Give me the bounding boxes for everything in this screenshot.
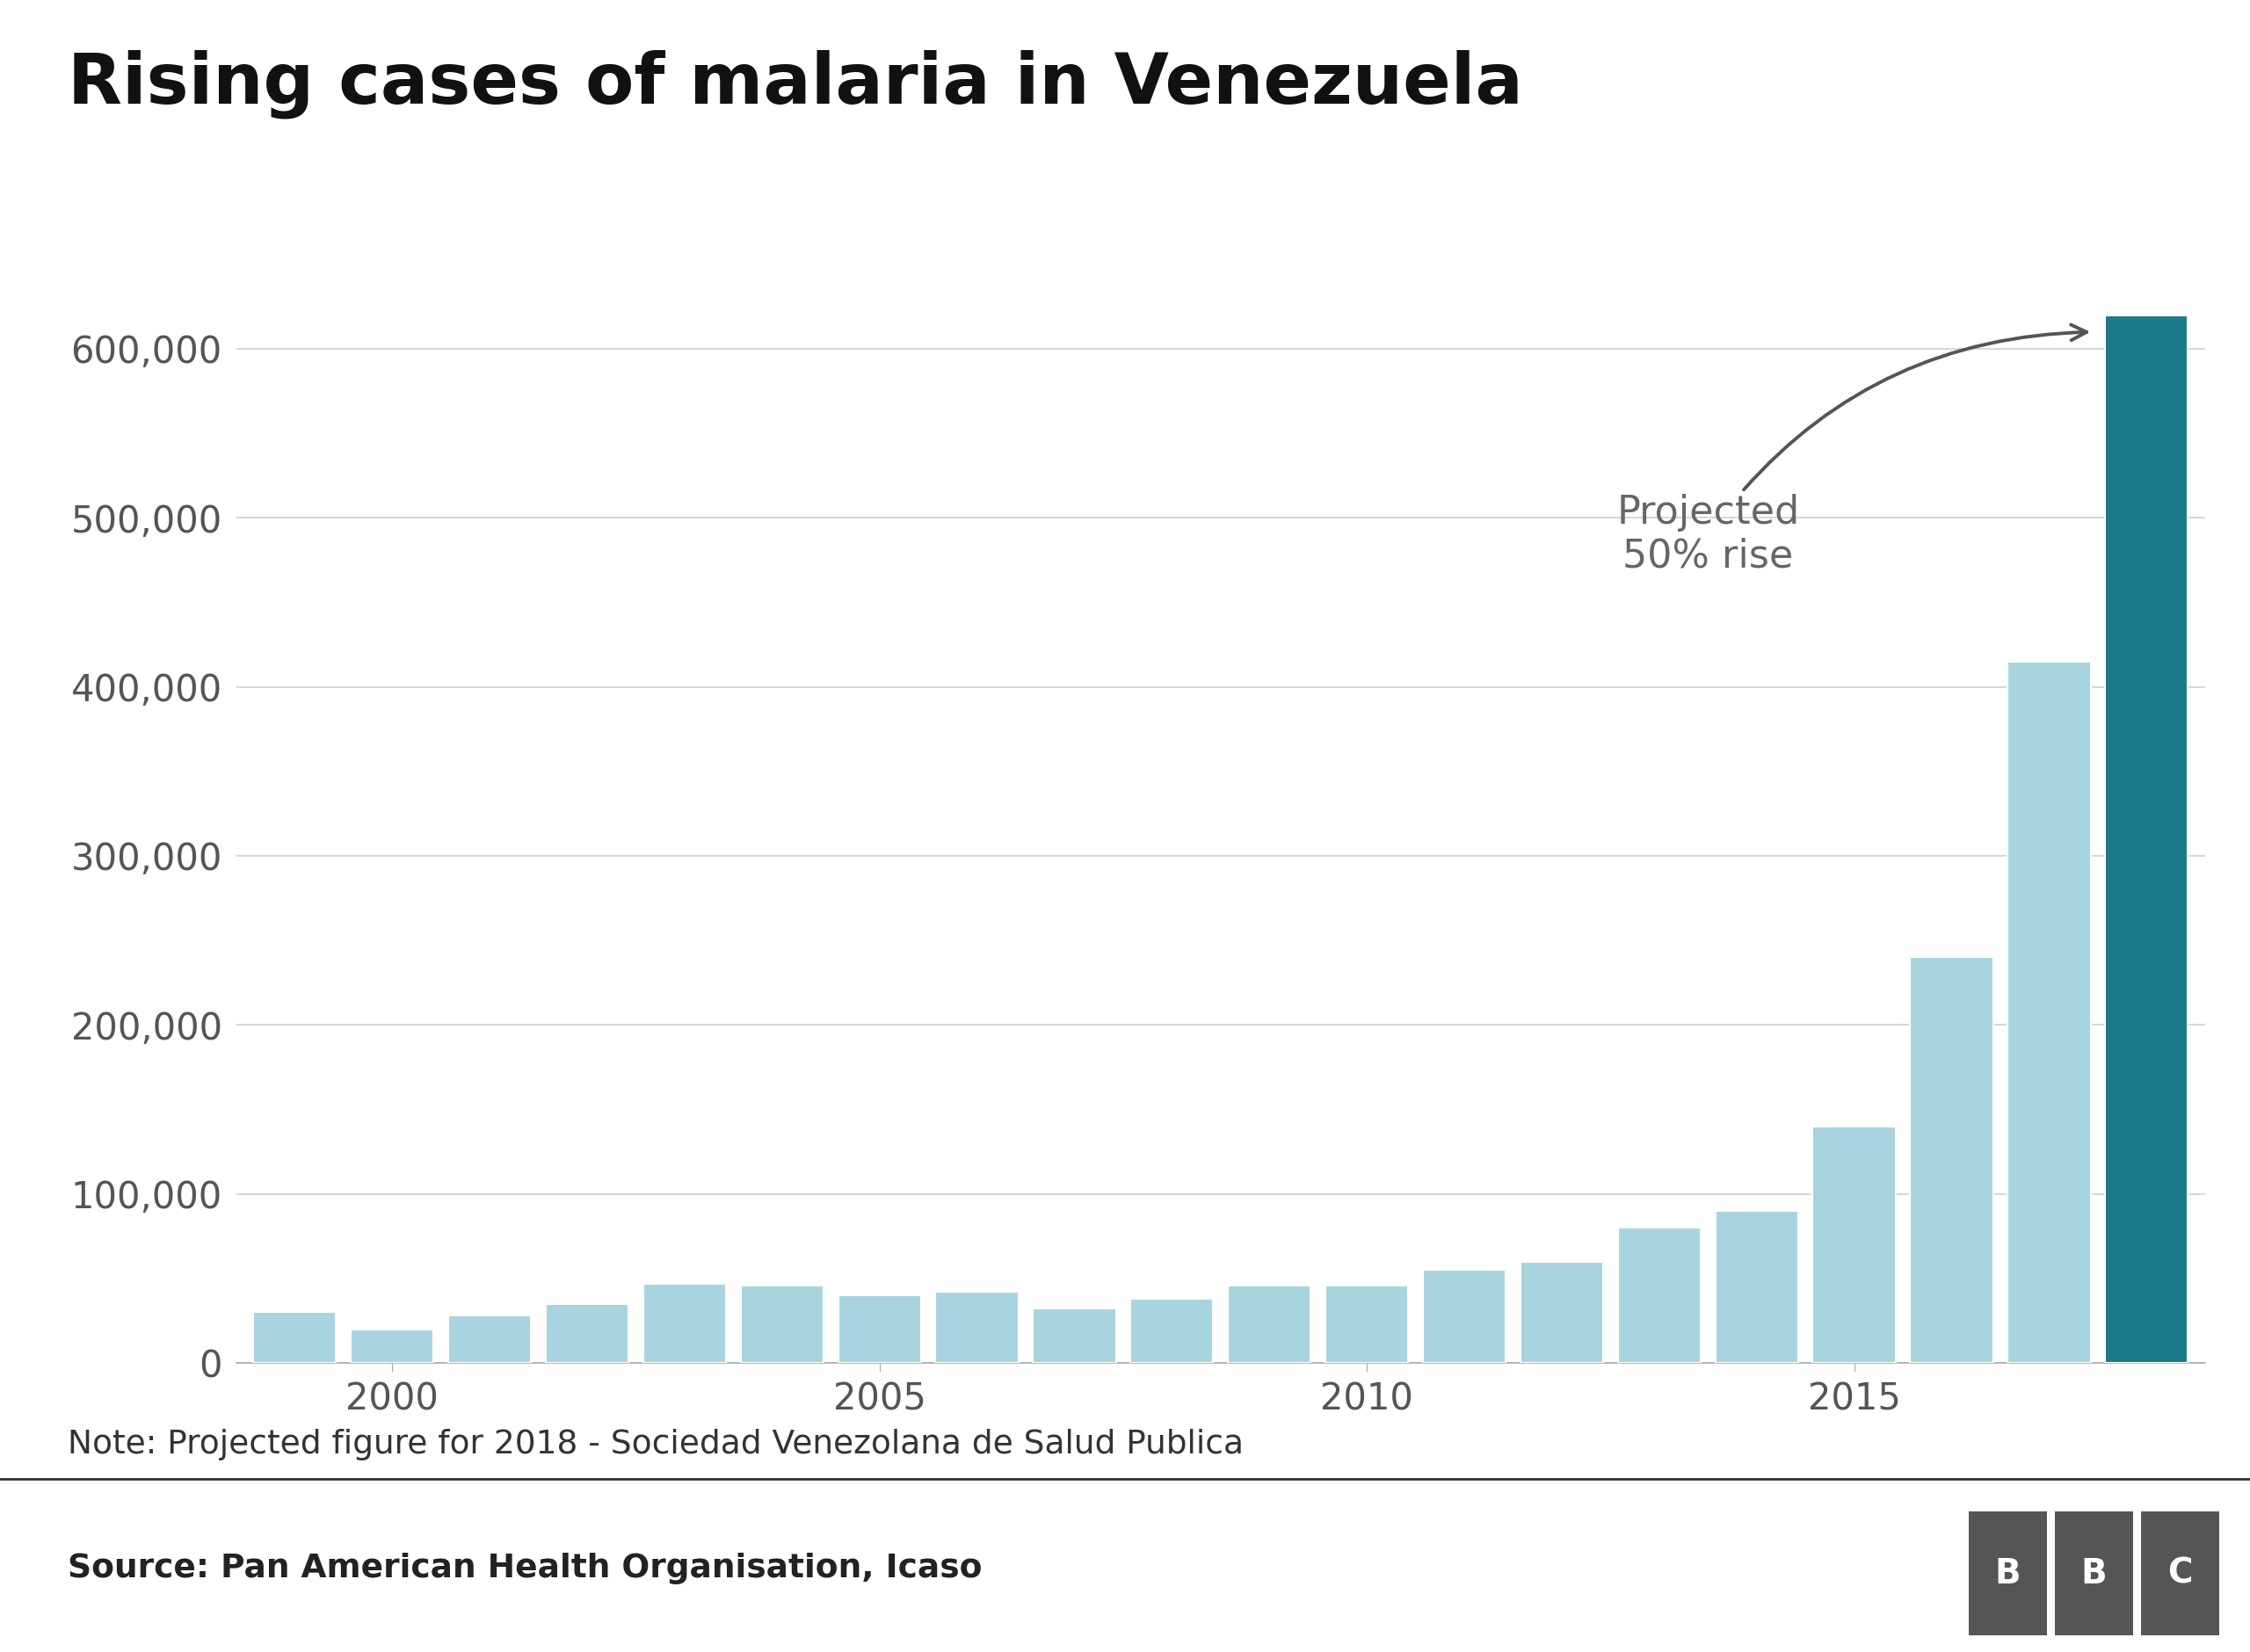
Bar bbox=[1618, 1227, 1701, 1363]
Bar bbox=[448, 1315, 531, 1363]
Text: Rising cases of malaria in Venezuela: Rising cases of malaria in Venezuela bbox=[68, 50, 1523, 119]
Bar bbox=[936, 1292, 1019, 1363]
Bar bbox=[1422, 1270, 1505, 1363]
Bar bbox=[1814, 1127, 1894, 1363]
Bar bbox=[740, 1285, 823, 1363]
Bar bbox=[837, 1295, 920, 1363]
Text: Note: Projected figure for 2018 - Sociedad Venezolana de Salud Publica: Note: Projected figure for 2018 - Socied… bbox=[68, 1429, 1244, 1460]
Bar bbox=[1325, 1285, 1408, 1363]
Text: C: C bbox=[2167, 1556, 2194, 1591]
Bar bbox=[2054, 1512, 2133, 1635]
Bar bbox=[1910, 957, 1994, 1363]
Bar bbox=[254, 1312, 335, 1363]
Bar bbox=[2007, 661, 2090, 1363]
Bar bbox=[1229, 1285, 1312, 1363]
Bar bbox=[2106, 316, 2187, 1363]
Bar bbox=[2142, 1512, 2218, 1635]
Text: Source: Pan American Health Organisation, Icaso: Source: Pan American Health Organisation… bbox=[68, 1553, 981, 1584]
Bar bbox=[547, 1303, 628, 1363]
Bar bbox=[351, 1330, 434, 1363]
Bar bbox=[1969, 1512, 2048, 1635]
Text: B: B bbox=[2081, 1556, 2106, 1591]
Text: B: B bbox=[1996, 1556, 2020, 1591]
Bar bbox=[1130, 1298, 1213, 1363]
Bar bbox=[1521, 1262, 1604, 1363]
Bar bbox=[644, 1284, 727, 1363]
Text: Projected
50% rise: Projected 50% rise bbox=[1616, 325, 2086, 575]
Bar bbox=[1033, 1308, 1116, 1363]
Bar bbox=[1714, 1211, 1798, 1363]
